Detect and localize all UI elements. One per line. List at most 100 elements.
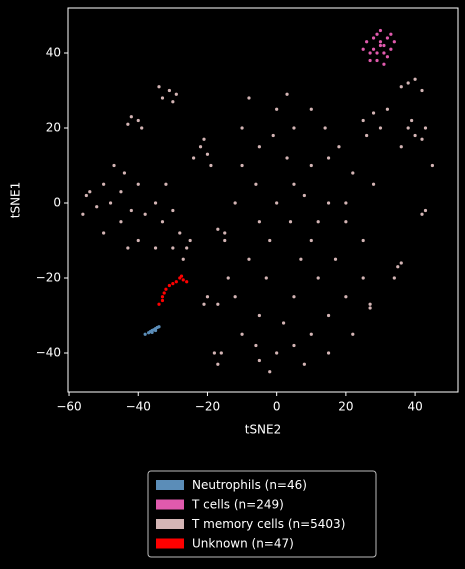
point: [126, 122, 130, 126]
point: [126, 246, 130, 250]
point: [167, 88, 171, 93]
point: [174, 280, 178, 284]
point: [371, 36, 376, 40]
point: [136, 182, 140, 186]
y-tick-label: −40: [36, 346, 61, 360]
point: [302, 362, 306, 366]
legend-box: [147, 470, 377, 558]
legend-label: T cells (n=249): [191, 498, 284, 512]
point: [351, 332, 355, 336]
point: [268, 238, 272, 243]
point: [188, 238, 192, 243]
point: [430, 163, 434, 168]
point: [365, 133, 369, 138]
point: [171, 246, 175, 250]
point: [292, 295, 296, 299]
point: [361, 47, 365, 51]
point: [264, 276, 268, 280]
legend-label: Neutrophils (n=46): [192, 478, 307, 492]
point: [406, 81, 410, 85]
point: [143, 212, 147, 216]
point: [171, 282, 175, 286]
point: [392, 276, 396, 280]
x-axis-label: tSNE2: [245, 423, 282, 437]
point: [326, 156, 331, 160]
point: [285, 92, 289, 96]
point: [371, 111, 376, 115]
point: [378, 40, 383, 44]
point: [257, 313, 261, 318]
point: [406, 126, 410, 130]
point: [95, 205, 99, 209]
point: [271, 133, 275, 138]
point: [157, 325, 161, 329]
point: [160, 298, 165, 303]
point: [368, 51, 372, 55]
point: [378, 28, 383, 33]
point: [226, 276, 230, 280]
point: [309, 238, 313, 243]
point: [160, 96, 165, 100]
point: [399, 145, 403, 149]
point: [81, 212, 85, 216]
point: [337, 145, 341, 149]
point: [185, 246, 189, 250]
y-tick-label: 20: [46, 121, 61, 135]
point: [240, 163, 244, 168]
point: [368, 306, 372, 310]
point: [198, 145, 203, 149]
point: [209, 163, 213, 168]
point: [140, 126, 144, 130]
point: [351, 171, 355, 175]
point: [389, 32, 393, 36]
point: [361, 118, 365, 123]
point: [119, 190, 123, 194]
legend-swatch: [156, 480, 184, 490]
point: [216, 362, 220, 366]
point: [309, 332, 313, 336]
point: [309, 163, 313, 168]
point: [219, 351, 223, 355]
point: [382, 51, 386, 55]
point: [399, 261, 403, 265]
point: [299, 257, 303, 261]
point: [88, 190, 92, 194]
point: [150, 330, 154, 334]
point: [413, 133, 417, 138]
point: [389, 47, 393, 51]
legend-swatch: [156, 538, 184, 549]
point: [202, 302, 206, 306]
point: [292, 343, 296, 348]
point: [371, 182, 376, 186]
point: [212, 351, 216, 355]
legend-swatch: [156, 499, 184, 510]
point: [365, 40, 369, 44]
point: [275, 351, 279, 355]
point: [102, 182, 106, 186]
point: [382, 43, 386, 48]
point: [84, 193, 88, 198]
point: [378, 126, 383, 130]
point: [157, 302, 161, 306]
y-axis-label: tSNE1: [9, 182, 23, 219]
point: [119, 220, 123, 224]
point: [240, 332, 244, 336]
x-tick-label: 40: [407, 400, 422, 414]
point: [410, 118, 414, 123]
x-tick-label: 20: [338, 400, 353, 414]
point: [323, 126, 327, 130]
point: [292, 126, 296, 130]
point: [171, 208, 175, 213]
point: [382, 62, 386, 66]
legend: Neutrophils (n=46) T cells (n=249) T memor…: [147, 470, 377, 558]
point: [385, 55, 390, 59]
point: [202, 137, 206, 141]
point: [181, 257, 185, 261]
point: [102, 231, 106, 235]
point: [233, 295, 237, 299]
point: [153, 328, 158, 333]
point: [375, 58, 379, 63]
point: [160, 220, 165, 224]
point: [368, 58, 372, 63]
